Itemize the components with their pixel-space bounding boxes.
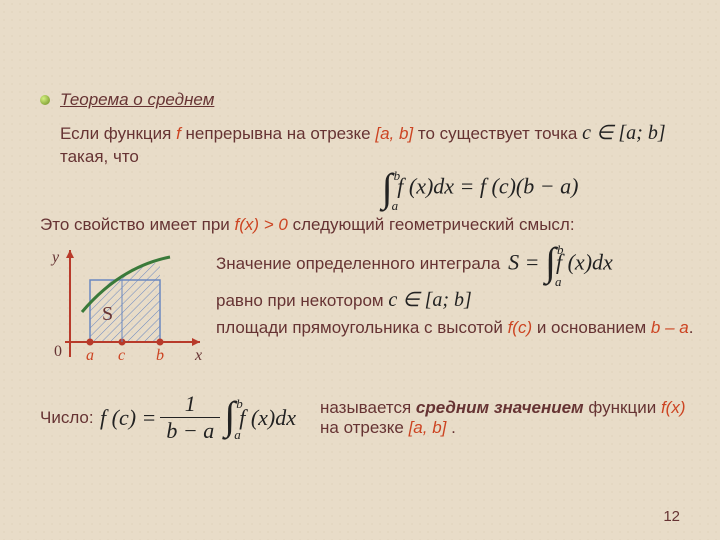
p6-label: Число: [40,408,100,428]
svg-text:x: x [194,347,202,364]
p1-membership: c ∈ [a; b] [582,122,666,144]
p2-text-b: следующий геометрический смысл: [288,215,575,234]
formula-3: f (c) = 1 b − a b∫a f (x)dx [100,391,296,444]
f3-den: b − a [160,418,220,444]
p3-text: Значение определенного интеграла [216,253,500,275]
f3-num: 1 [160,391,220,417]
heading-title: Теорема о среднем [60,90,214,110]
p5-ba: b – a [651,318,689,337]
f3-pre: f (c) = [100,405,156,431]
formula-1: b∫a f (x)dx = f (c)(b − a) [260,172,700,206]
p5-dot: . [689,318,694,337]
p4-membership: c ∈ [a; b] [388,289,472,311]
p4-text-a: равно при некотором [216,291,388,310]
paragraph-1: Если функция f непрерывна на отрезке [a,… [60,120,700,168]
p7-c: на отрезке [320,418,409,437]
svg-text:c: c [118,347,125,364]
page-number: 12 [663,508,680,525]
p2-text-a: Это свойство имеет при [40,215,235,234]
paragraph-4: равно при некотором c ∈ [a; b] [216,287,700,313]
svg-text:b: b [156,347,164,364]
p1-text-d: такая, что [60,147,139,166]
svg-text:a: a [86,347,94,364]
f2-pre: S = [508,250,545,275]
svg-text:S: S [102,303,113,325]
svg-text:y: y [50,249,60,266]
p1-text-b: непрерывна на отрезке [181,124,376,143]
p1-ab: [a, b] [375,124,413,143]
p7-b: функции [584,398,661,417]
paragraph-7: называется средним значением функции f(x… [320,398,700,438]
svg-text:0: 0 [54,343,62,360]
p7-bold: средним значением [416,398,584,417]
graph: y x 0 a c b S [40,242,210,377]
p7-d: . [446,418,455,437]
paragraph-3-row: Значение определенного интеграла S = b∫a… [216,246,700,283]
p7-ab: [a, b] [409,418,447,437]
bullet-icon [40,95,50,105]
p5-text-b: и основанием [532,318,651,337]
f2-body: f (x)dx [556,250,613,275]
p2-cond: f(x) > 0 [235,215,288,234]
p1-text-c: то существует точка [413,124,582,143]
p7-a: называется [320,398,416,417]
paragraph-2: Это свойство имеет при f(x) > 0 следующи… [40,214,700,236]
formula-2: S = b∫af (x)dx [508,246,613,283]
f3-body: f (x)dx [239,405,296,431]
paragraph-5: площади прямоугольника с высотой f(c) и … [216,317,700,339]
f1-body: f (x)dx = f (c)(b − a) [397,174,578,199]
p1-text-a: Если функция [60,124,176,143]
p5-text-a: площади прямоугольника с высотой [216,318,508,337]
p7-fx: f(x) [661,398,686,417]
p5-fc: f(c) [508,318,533,337]
